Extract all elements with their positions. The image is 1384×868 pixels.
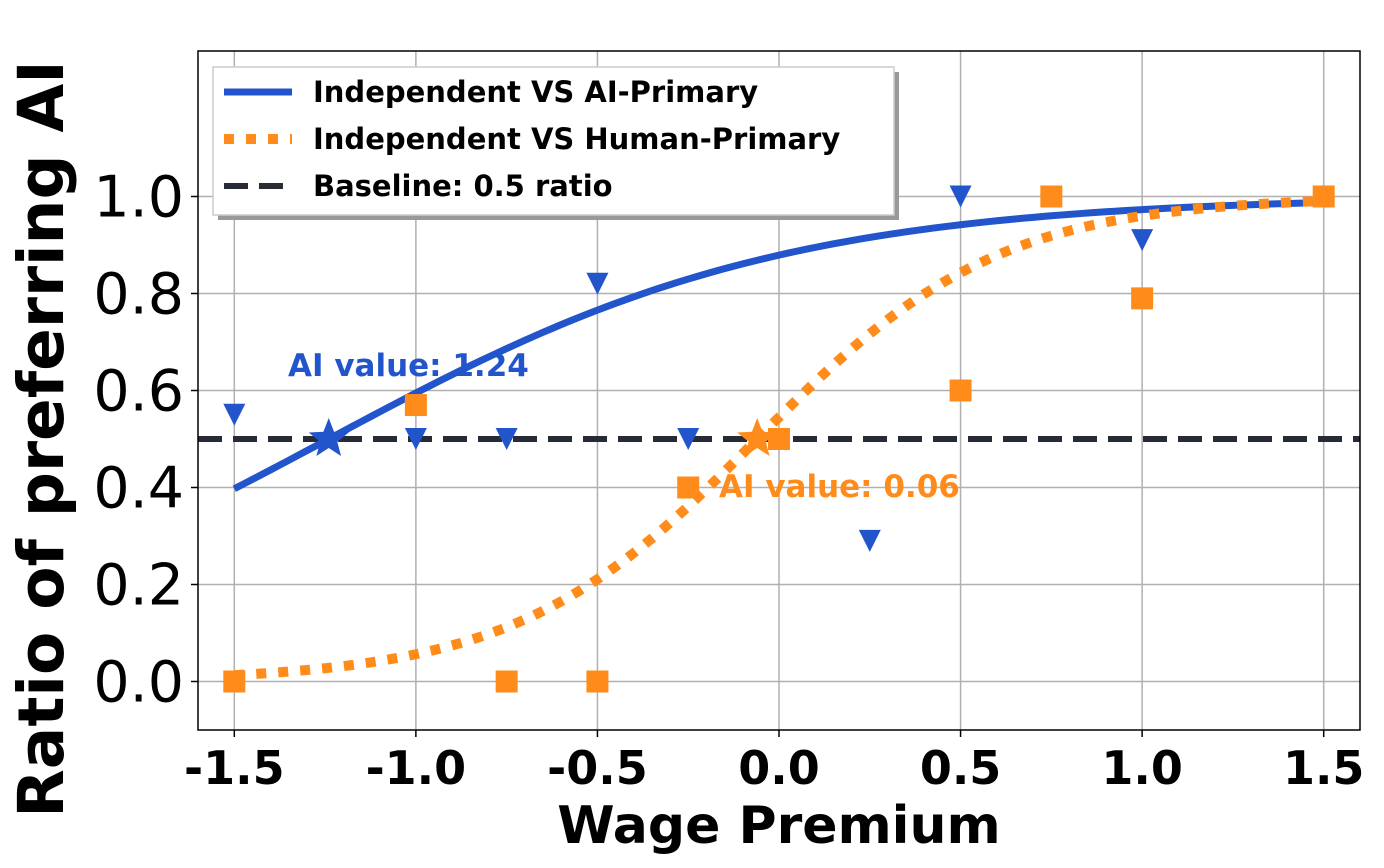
y-tick-label: 0.6 [93, 359, 184, 425]
star-human-primary [737, 418, 778, 456]
fit-line-ai-primary [232, 198, 1324, 492]
point-human-primary [1040, 185, 1063, 208]
ai-value-markers [308, 418, 778, 456]
point-ai-primary [677, 428, 700, 450]
fit-curves [232, 195, 1324, 681]
point-human-primary [404, 394, 427, 417]
x-tick-label: 1.0 [1101, 741, 1183, 795]
point-ai-primary [1131, 229, 1154, 252]
data-points [223, 185, 1335, 693]
x-axis-title: Wage Premium [557, 796, 1000, 856]
x-tick-label: 0.5 [920, 741, 1002, 795]
x-tick-label: -1.0 [366, 741, 467, 795]
plot-frame [197, 50, 1361, 731]
legend-label: Baseline: 0.5 ratio [313, 169, 613, 203]
x-tick-labels: -1.5 -1.0 -0.5 0.0 0.5 1.0 1.5 [184, 741, 1364, 795]
x-tick-label: -1.5 [184, 741, 285, 795]
x-tick-label: 1.5 [1283, 741, 1365, 795]
y-tick-label: 1.0 [93, 165, 184, 231]
x-tick-label: 0.0 [738, 741, 820, 795]
point-ai-primary [586, 272, 609, 295]
annotation-human-primary: AI value: 0.06 [719, 469, 960, 505]
star-ai-primary [308, 418, 349, 456]
point-human-primary [223, 670, 246, 693]
point-human-primary [768, 428, 790, 450]
y-tick-label: 0.2 [93, 553, 184, 619]
y-axis-title: Ratio of preferring AI [5, 60, 78, 817]
point-ai-primary [858, 529, 881, 552]
y-tick-label: 0.4 [93, 456, 184, 522]
point-human-primary [1312, 185, 1335, 208]
y-tick-labels: 0.0 0.2 0.4 0.6 0.8 1.0 [93, 165, 184, 716]
point-ai-primary [949, 185, 972, 208]
point-human-primary [1131, 287, 1154, 310]
point-ai-primary [404, 428, 427, 450]
x-tick-label: -0.5 [547, 741, 648, 795]
legend-label: Independent VS Human-Primary [313, 122, 840, 156]
point-ai-primary [495, 428, 518, 450]
y-tick-label: 0.8 [93, 262, 184, 328]
legend-box [212, 66, 895, 216]
legend-label: Independent VS AI-Primary [313, 75, 758, 109]
fit-line-human-primary [234, 195, 1324, 681]
point-human-primary [949, 379, 972, 402]
point-human-primary [586, 670, 609, 693]
point-human-primary [677, 476, 700, 499]
legend: Independent VS AI-Primary Independent VS … [212, 66, 899, 220]
y-tick-label: 0.0 [93, 650, 184, 716]
point-ai-primary [223, 403, 246, 426]
point-human-primary [495, 670, 518, 693]
annotation-ai-primary: AI value: 1.24 [288, 348, 529, 384]
